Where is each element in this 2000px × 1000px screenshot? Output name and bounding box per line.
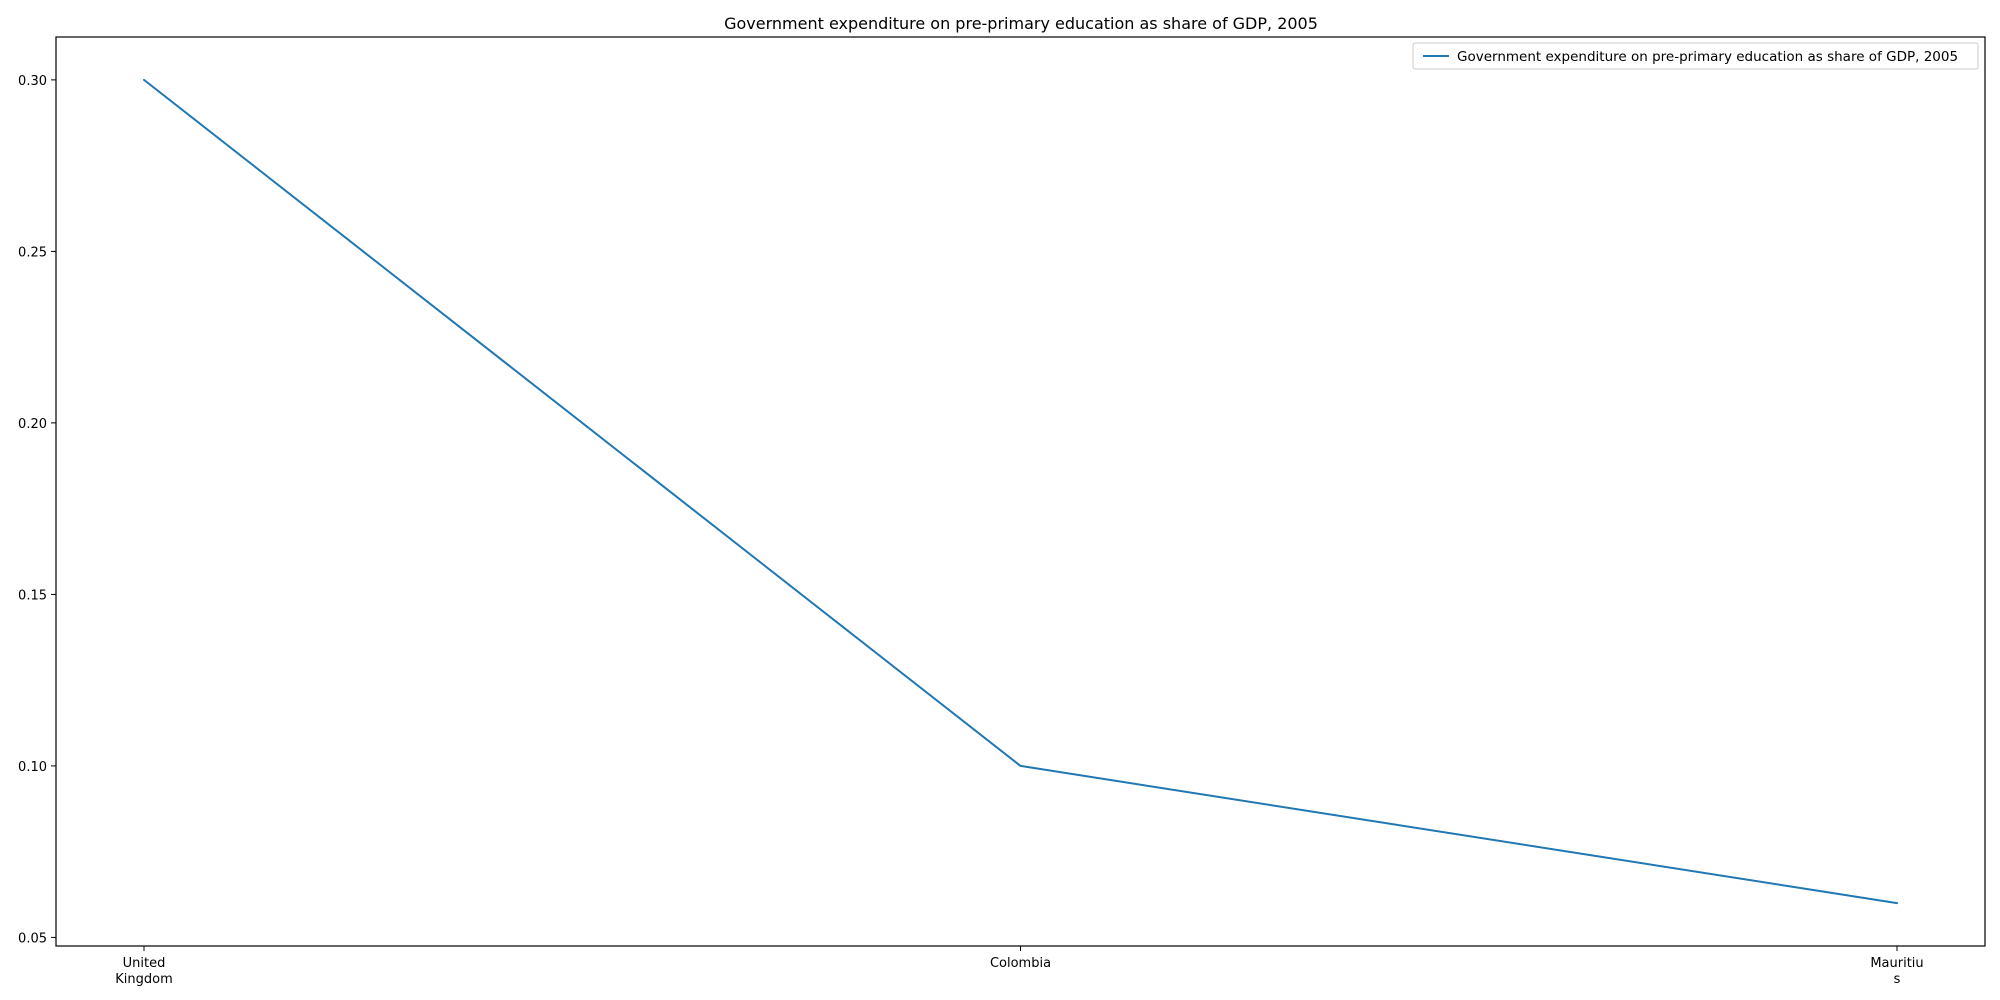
x-tick-label-line: Mauritiu (1870, 956, 1923, 971)
legend-box (1412, 42, 1979, 70)
x-tick-label-line: s (1894, 972, 1901, 987)
x-tick-label-line: Kingdom (115, 972, 173, 987)
legend-label: Government expenditure on pre-primary ed… (1457, 49, 1958, 65)
x-tick-label-line: Colombia (990, 956, 1051, 971)
plot-frame (55, 36, 1986, 947)
y-tick-label: 0.25 (18, 245, 47, 260)
x-tick-label: United Kingdom (115, 956, 173, 987)
x-tick-label-line: United (123, 956, 166, 971)
y-tick-label: 0.30 (18, 74, 47, 89)
x-tick-label: Mauritiu s (1870, 956, 1923, 987)
y-tick-label: 0.10 (18, 760, 47, 775)
y-tick-label: 0.05 (18, 931, 47, 946)
chart-title: Government expenditure on pre-primary ed… (724, 14, 1318, 33)
y-tick-label: 0.20 (18, 417, 47, 432)
x-tick-label: Colombia (990, 956, 1051, 971)
y-tick-label: 0.15 (18, 588, 47, 603)
legend: Government expenditure on pre-primary ed… (1412, 42, 1979, 70)
series-layer (143, 78, 1898, 905)
axis-ticks: 0.05 0.10 0.15 0.20 0.25 0.30 United Kingdom Col… (18, 74, 1924, 987)
